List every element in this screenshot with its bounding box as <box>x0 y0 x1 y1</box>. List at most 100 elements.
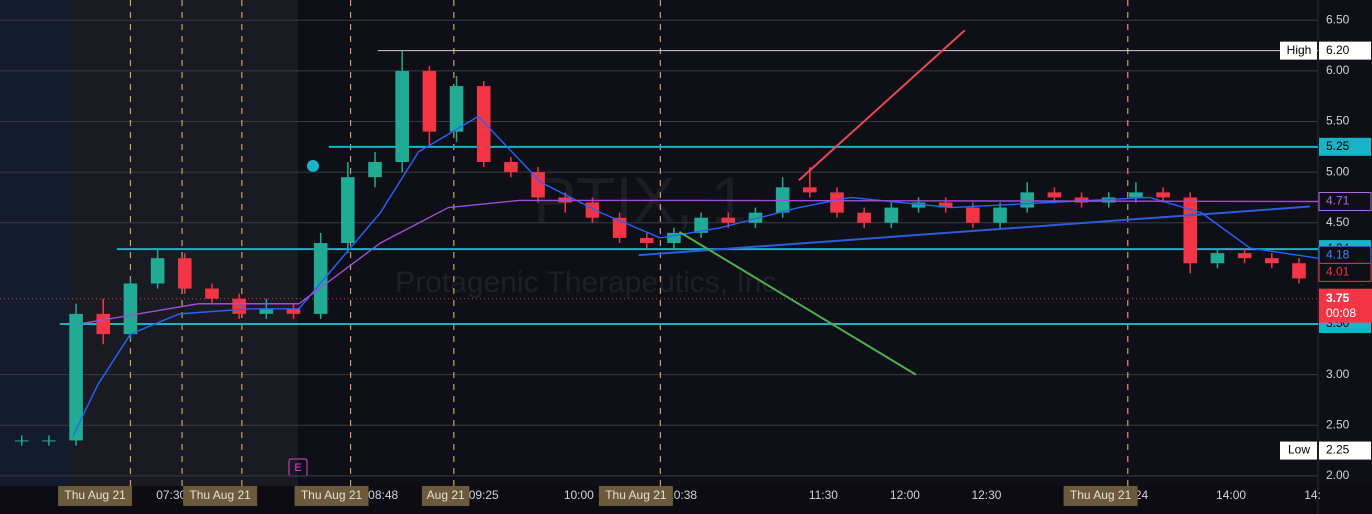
candle-body <box>476 86 491 162</box>
x-tick-label: 08:48 <box>368 488 398 502</box>
candle-body <box>232 298 246 314</box>
candle-body <box>911 202 926 208</box>
x-tick-label: 10:00 <box>564 488 594 502</box>
candle-body <box>368 162 382 178</box>
candle-body <box>150 258 165 284</box>
earnings-label: E <box>294 462 301 474</box>
x-tick-label: 07:30 <box>156 488 186 502</box>
candle-body <box>803 187 817 193</box>
date-tag-box <box>1063 486 1138 506</box>
y-tick-label: 6.50 <box>1326 12 1350 26</box>
last-price-label: 3.75 <box>1326 291 1350 305</box>
date-tag-box <box>421 486 470 506</box>
price-tag-box <box>1318 191 1372 211</box>
candle-body <box>422 70 437 132</box>
y-tick-label: 2.00 <box>1326 468 1350 482</box>
candle-body <box>286 308 301 314</box>
price-tag-box <box>1319 137 1371 156</box>
candle-body <box>639 237 654 243</box>
date-tag: Aug 21 <box>427 488 465 502</box>
trend-line <box>678 231 917 376</box>
x-tick-label: 14:00 <box>1216 488 1246 502</box>
price-tag-name: Low <box>1288 443 1310 457</box>
candle-body <box>721 217 736 223</box>
price-tag-label: 4.01 <box>1326 265 1350 279</box>
candle-body <box>504 162 518 173</box>
candle-body <box>966 207 980 223</box>
price-tag-label: 4.71 <box>1326 194 1350 208</box>
price-tag-box <box>1319 441 1371 460</box>
candle-body <box>694 217 708 233</box>
y-tick-label: 5.50 <box>1326 114 1350 128</box>
y-tick-label: 4.50 <box>1326 215 1350 229</box>
price-tag-name: High <box>1287 43 1312 57</box>
x-tick-label: 12:30 <box>971 488 1001 502</box>
candle-body <box>531 172 545 198</box>
moving-average <box>78 199 1319 325</box>
price-tag-label: 2.25 <box>1326 443 1350 457</box>
candle-body <box>42 440 56 442</box>
candle-body <box>1047 192 1062 198</box>
price-tag-name-box <box>1280 441 1317 460</box>
candle-body <box>1237 253 1252 259</box>
candle-body <box>585 202 600 218</box>
candle-body <box>830 192 844 213</box>
x-tick-label: 10:38 <box>667 488 697 502</box>
candle-body <box>1156 192 1170 198</box>
date-tag: Thu Aug 21 <box>64 488 126 502</box>
candle-body <box>1292 263 1306 279</box>
extended-shade <box>70 0 298 486</box>
date-tag-box <box>183 486 258 506</box>
candle-body <box>313 243 328 314</box>
x-tick-label: 12:00 <box>890 488 920 502</box>
price-tag-label: 5.25 <box>1326 139 1350 153</box>
price-tag-label: 6.20 <box>1326 43 1350 57</box>
candle-body <box>938 202 953 208</box>
candle-body <box>395 70 409 162</box>
candle-body <box>748 212 763 223</box>
candle-body <box>14 440 29 442</box>
y-tick-label: 5.00 <box>1326 164 1350 178</box>
date-tag-box <box>294 486 369 506</box>
candle-body <box>69 313 83 441</box>
date-tag: Thu Aug 21 <box>1070 488 1132 502</box>
candle-body <box>993 207 1007 223</box>
last-price-countdown: 00:08 <box>1326 306 1356 320</box>
candle-body <box>205 288 219 299</box>
date-tag: Thu Aug 21 <box>605 488 667 502</box>
trend-line <box>798 29 966 181</box>
price-tag-box <box>1319 41 1371 60</box>
date-tag: Thu Aug 21 <box>189 488 251 502</box>
candle-body <box>1183 197 1198 264</box>
date-tag: Thu Aug 21 <box>301 488 363 502</box>
candle-body <box>667 232 681 243</box>
candle-body <box>1074 197 1089 203</box>
x-tick-label: 09:25 <box>469 488 499 502</box>
price-tag-label: 4.18 <box>1326 247 1350 261</box>
candle-body <box>259 308 274 314</box>
candle-body <box>857 212 871 223</box>
candle-body <box>884 207 899 223</box>
last-price-box <box>1319 288 1372 323</box>
event-icon[interactable] <box>307 160 319 172</box>
candle-body <box>1210 253 1225 264</box>
candle-body <box>341 177 355 243</box>
y-tick-label: 2.50 <box>1326 417 1350 431</box>
x-tick-label: 14: <box>1304 488 1321 502</box>
y-tick-label: 3.00 <box>1326 367 1350 381</box>
candle-body <box>1129 192 1143 198</box>
price-tag-name-box <box>1280 41 1317 60</box>
candle-body <box>1265 258 1279 264</box>
watermark-company: Protagenic Therapeutics, Inc. <box>395 266 785 299</box>
trend-line <box>638 205 1310 257</box>
candle-body <box>96 313 111 335</box>
candle-body <box>1020 192 1035 208</box>
pre-market-shade <box>0 0 70 486</box>
y-tick-label: 6.00 <box>1326 63 1350 77</box>
candle-body <box>123 283 138 335</box>
date-tag-box <box>58 486 133 506</box>
candle-body <box>177 258 192 289</box>
candle-body <box>449 86 464 132</box>
price-tag-box <box>1318 262 1372 282</box>
